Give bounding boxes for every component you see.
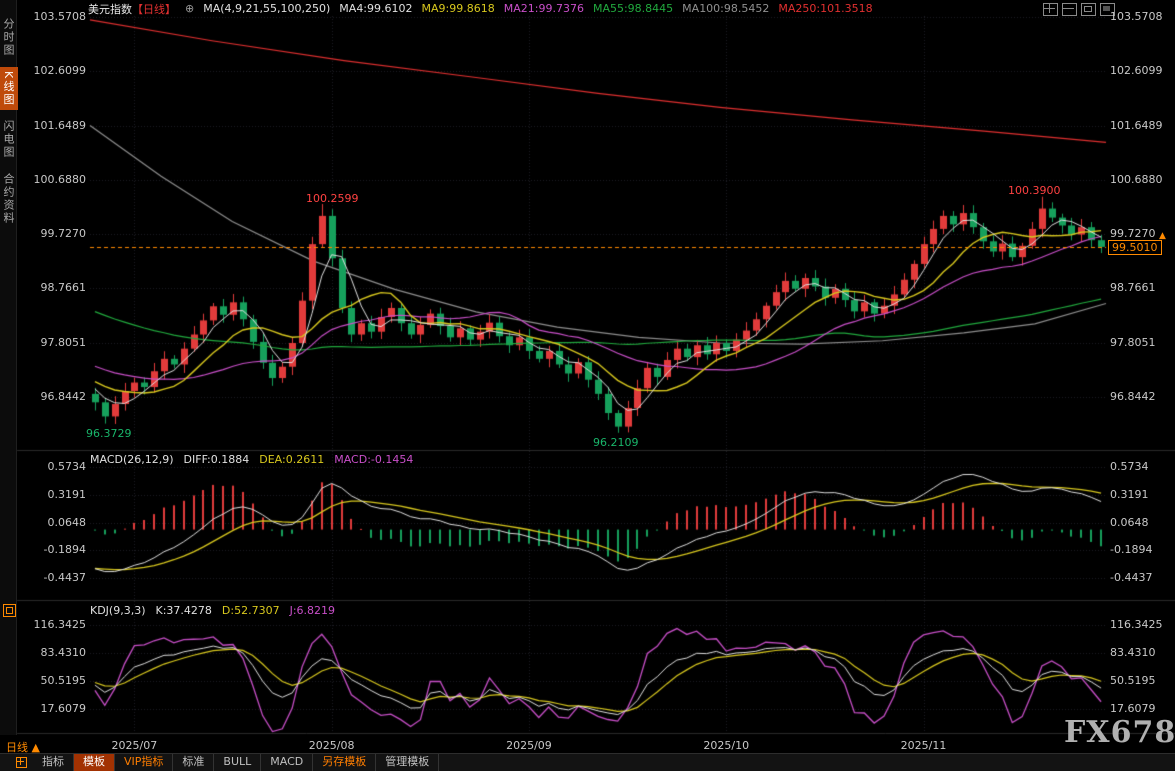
macd-axis-left-0: 0.5734 bbox=[47, 460, 87, 473]
macd-axis-right-1: 0.3191 bbox=[1110, 487, 1149, 501]
macd-axis-left-1: 0.3191 bbox=[47, 487, 87, 501]
ma-value-4: MA55:98.8445 bbox=[592, 2, 674, 15]
main-axis-left-5: 98.7661 bbox=[40, 281, 87, 295]
main-axis-right-1: 102.6099 bbox=[1110, 64, 1163, 78]
symbol-name: 美元指数 bbox=[88, 2, 132, 16]
ma-value-2: MA9:99.8618 bbox=[421, 2, 495, 15]
kdj-header-row: KDJ(9,3,3) K:37.4278 D:52.7307 J:6.8219 bbox=[90, 604, 335, 617]
ma-value-3: MA21:99.7376 bbox=[503, 2, 584, 15]
layout-max-icon[interactable] bbox=[1100, 3, 1115, 16]
kdjrow-value-3: J:6.8219 bbox=[289, 604, 336, 617]
toolbar-save-template[interactable]: 另存模板 bbox=[313, 754, 377, 771]
main-axis-right-6: 97.8051 bbox=[1110, 335, 1156, 349]
symbol-title: 美元指数【日线】 bbox=[88, 1, 176, 17]
main-axis-left-0: 103.5708 bbox=[33, 10, 87, 23]
ma-group-label: MA(4,9,21,55,100,250) bbox=[203, 2, 331, 15]
toolbar-macd[interactable]: MACD bbox=[261, 754, 314, 771]
layout-split-icon[interactable] bbox=[1062, 3, 1077, 16]
kdjrow-label: KDJ(9,3,3) bbox=[90, 604, 146, 617]
main-axis-right-5: 98.7661 bbox=[1110, 281, 1156, 295]
toolbar-vip-indicator[interactable]: VIP指标 bbox=[115, 754, 174, 771]
kdjrow-value-1: K:37.4278 bbox=[155, 604, 212, 617]
macd-axis-left-3: -0.1894 bbox=[43, 543, 86, 557]
kdj-axis-right-2: 50.5195 bbox=[1110, 673, 1156, 687]
toolbar-template[interactable]: 模板 bbox=[74, 754, 115, 771]
sidebar-tab-time-chart[interactable]: 分时图 bbox=[2, 18, 15, 57]
macd-axis-right-2: 0.0648 bbox=[1110, 515, 1149, 529]
macd-axis-left-4: -0.4437 bbox=[43, 571, 86, 584]
annotation-high-november: 100.3900 bbox=[1008, 184, 1061, 197]
sidebar-tab-contract-info[interactable]: 合约资料 bbox=[2, 173, 15, 226]
ma-value-6: MA250:101.3518 bbox=[778, 2, 873, 15]
main-axis-right-7: 96.8442 bbox=[1110, 389, 1156, 403]
toolbar-bull[interactable]: BULL bbox=[214, 754, 262, 771]
main-axis-left-7: 96.8442 bbox=[40, 389, 87, 403]
kdj-axis-right-1: 83.4310 bbox=[1110, 645, 1156, 659]
ma-value-1: MA4:99.6102 bbox=[339, 2, 413, 15]
toolbar-manage-template[interactable]: 管理模板 bbox=[376, 754, 440, 771]
main-axis-right-2: 101.6489 bbox=[1110, 118, 1163, 132]
ma-values: MA4:99.6102 MA9:99.8618 MA21:99.7376 MA55:9… bbox=[339, 2, 872, 15]
kdj-axis-left-0: 116.3425 bbox=[33, 618, 87, 631]
kdj-axis-right-0: 116.3425 bbox=[1110, 618, 1163, 631]
layout-grid-icon[interactable] bbox=[1043, 3, 1058, 16]
main-axis-left-3: 100.6880 bbox=[33, 172, 87, 186]
x-axis-label-4: 2025/10 bbox=[703, 739, 750, 752]
panel-settings-icon[interactable] bbox=[3, 604, 16, 617]
main-axis-right-0: 103.5708 bbox=[1110, 10, 1163, 23]
macd-axis-right-4: -0.4437 bbox=[1110, 571, 1153, 584]
bottom-toolbar: 指标 模板 VIP指标 标准 BULL MACD 另存模板 管理模板 bbox=[0, 753, 1175, 771]
x-axis-label-2: 2025/08 bbox=[308, 739, 355, 752]
main-axis-left-6: 97.8051 bbox=[40, 335, 87, 349]
watermark: FX678 bbox=[1064, 715, 1175, 750]
annotation-low-september: 96.2109 bbox=[593, 436, 639, 449]
toolbar-grid-icon[interactable] bbox=[16, 757, 27, 768]
x-axis-label-3: 2025/09 bbox=[506, 739, 552, 752]
macd-axis-right-3: -0.1894 bbox=[1110, 543, 1153, 557]
chart-header: 美元指数【日线】 ⊕ MA(4,9,21,55,100,250) MA4:99.… bbox=[88, 1, 873, 17]
sidebar-tab-kline-chart[interactable]: K线图 bbox=[0, 67, 18, 111]
sidebar-tab-lightning-chart[interactable]: 闪电图 bbox=[2, 120, 15, 160]
annotation-high-august: 100.2599 bbox=[306, 192, 359, 205]
period-tag[interactable]: 【日线】 bbox=[132, 2, 176, 16]
macd-axis-right-0: 0.5734 bbox=[1110, 460, 1149, 473]
main-axis-left-4: 99.7270 bbox=[40, 227, 87, 241]
macdrow-value-1: DIFF:0.1884 bbox=[183, 453, 250, 466]
toolbar-standard[interactable]: 标准 bbox=[173, 754, 215, 771]
macdrow-value-3: MACD:-0.1454 bbox=[334, 453, 414, 466]
macd-header-row: MACD(26,12,9) DIFF:0.1884 DEA:0.2611 MACD:-… bbox=[90, 453, 413, 466]
sidebar-chart-tabs: 分时图 K线图闪电图合约资料 bbox=[0, 0, 18, 735]
kdj-axis-left-2: 50.5195 bbox=[40, 673, 87, 687]
kdj-axis-left-3: 17.6079 bbox=[40, 701, 87, 715]
macdrow-value-2: DEA:0.2611 bbox=[259, 453, 325, 466]
annotation-low-july: 96.3729 bbox=[86, 427, 132, 440]
ma-value-5: MA100:98.5452 bbox=[682, 2, 770, 15]
main-axis-left-2: 101.6489 bbox=[33, 118, 87, 132]
window-controls bbox=[1043, 3, 1115, 16]
macdrow-label: MACD(26,12,9) bbox=[90, 453, 174, 466]
main-axis-left-1: 102.6099 bbox=[33, 64, 87, 78]
toolbar-indicator[interactable]: 指标 bbox=[33, 754, 74, 771]
kdj-axis-right-3: 17.6079 bbox=[1110, 701, 1156, 715]
main-axis-right-3: 100.6880 bbox=[1110, 172, 1163, 186]
kdj-axis-left-1: 83.4310 bbox=[40, 645, 87, 659]
current-price-label: 99.5010 bbox=[1108, 240, 1162, 255]
kdjrow-value-2: D:52.7307 bbox=[221, 604, 280, 617]
x-axis-label-1: 2025/07 bbox=[111, 739, 158, 752]
period-selector[interactable]: 日线 ▲ bbox=[6, 741, 40, 754]
price-direction-arrow[interactable]: ▲ bbox=[1159, 231, 1166, 241]
macd-axis-left-2: 0.0648 bbox=[47, 515, 87, 529]
layout-chart-icon[interactable] bbox=[1081, 3, 1096, 16]
main-axis-right-4: 99.7270 bbox=[1110, 227, 1156, 241]
add-indicator-icon[interactable]: ⊕ bbox=[185, 2, 195, 15]
x-axis-label-5: 2025/11 bbox=[900, 739, 947, 752]
